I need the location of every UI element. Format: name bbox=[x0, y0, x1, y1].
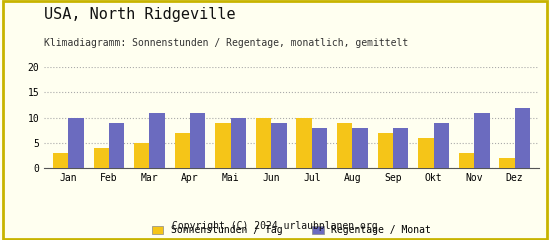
Bar bbox=[175, 133, 190, 168]
Bar bbox=[515, 108, 530, 168]
Bar bbox=[230, 118, 246, 168]
Bar bbox=[393, 128, 408, 168]
Bar bbox=[190, 113, 206, 168]
Bar bbox=[312, 128, 327, 168]
Bar bbox=[256, 118, 271, 168]
Bar bbox=[433, 123, 449, 168]
Bar bbox=[150, 113, 165, 168]
Bar bbox=[474, 113, 490, 168]
Bar bbox=[296, 118, 312, 168]
Bar bbox=[134, 143, 150, 168]
Bar bbox=[377, 133, 393, 168]
Text: USA, North Ridgeville: USA, North Ridgeville bbox=[44, 7, 235, 22]
Bar bbox=[353, 128, 368, 168]
Bar bbox=[68, 118, 84, 168]
Bar bbox=[418, 138, 433, 168]
Bar bbox=[109, 123, 124, 168]
Bar bbox=[53, 153, 68, 168]
Bar bbox=[499, 158, 515, 168]
Bar bbox=[215, 123, 230, 168]
Bar bbox=[337, 123, 353, 168]
Bar bbox=[271, 123, 287, 168]
Legend: Sonnenstunden / Tag, Regentage / Monat: Sonnenstunden / Tag, Regentage / Monat bbox=[148, 221, 435, 239]
Text: Copyright (C) 2024 urlaubplanen.org: Copyright (C) 2024 urlaubplanen.org bbox=[172, 221, 378, 231]
Text: Klimadiagramm: Sonnenstunden / Regentage, monatlich, gemittelt: Klimadiagramm: Sonnenstunden / Regentage… bbox=[44, 38, 408, 48]
Bar bbox=[94, 148, 109, 168]
Bar bbox=[459, 153, 474, 168]
